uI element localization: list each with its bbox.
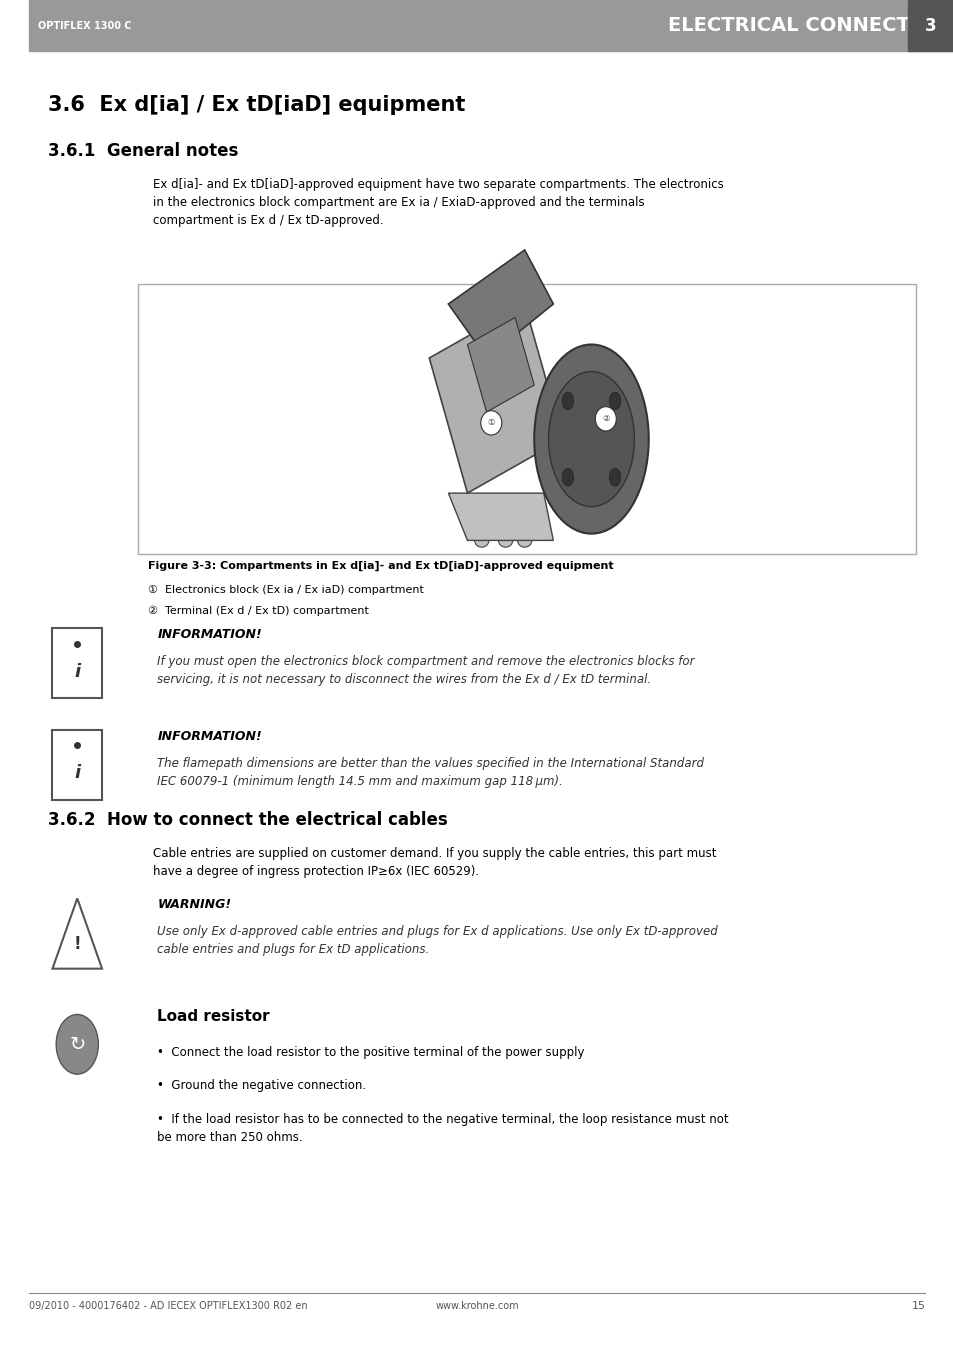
Text: Use only Ex d-approved cable entries and plugs for Ex d applications. Use only E: Use only Ex d-approved cable entries and… <box>157 925 718 957</box>
Text: INFORMATION!: INFORMATION! <box>157 730 262 743</box>
Ellipse shape <box>480 411 501 435</box>
Text: Load resistor: Load resistor <box>157 1009 270 1024</box>
Text: 3: 3 <box>924 16 936 35</box>
Text: •  Ground the negative connection.: • Ground the negative connection. <box>157 1079 366 1093</box>
Ellipse shape <box>561 392 573 409</box>
Text: ②: ② <box>601 415 609 423</box>
Bar <box>138 284 915 554</box>
Text: The flamepath dimensions are better than the values specified in the Internation: The flamepath dimensions are better than… <box>157 757 703 788</box>
Text: •  Connect the load resistor to the positive terminal of the power supply: • Connect the load resistor to the posit… <box>157 1046 584 1059</box>
Text: i: i <box>74 765 80 782</box>
Text: ELECTRICAL CONNECTIONS: ELECTRICAL CONNECTIONS <box>667 16 953 35</box>
Text: OPTIFLEX 1300 C: OPTIFLEX 1300 C <box>38 20 132 31</box>
Ellipse shape <box>609 392 620 409</box>
Bar <box>52 628 102 698</box>
Text: i: i <box>74 663 80 681</box>
Ellipse shape <box>517 534 532 547</box>
Text: 15: 15 <box>910 1301 924 1310</box>
Ellipse shape <box>534 345 648 534</box>
Text: ②  Terminal (Ex d / Ex tD) compartment: ② Terminal (Ex d / Ex tD) compartment <box>148 605 369 616</box>
Polygon shape <box>448 493 553 540</box>
Text: ↻: ↻ <box>69 1035 86 1054</box>
Bar <box>29 0 953 51</box>
Bar <box>52 730 102 800</box>
Ellipse shape <box>609 469 620 486</box>
Text: www.krohne.com: www.krohne.com <box>435 1301 518 1310</box>
Text: 09/2010 - 4000176402 - AD IECEX OPTIFLEX1300 R02 en: 09/2010 - 4000176402 - AD IECEX OPTIFLEX… <box>29 1301 307 1310</box>
Ellipse shape <box>548 372 634 507</box>
Polygon shape <box>448 250 553 358</box>
Text: 3.6.2  How to connect the electrical cables: 3.6.2 How to connect the electrical cabl… <box>48 811 447 828</box>
Ellipse shape <box>56 1015 98 1074</box>
Text: 3.6  Ex d[ia] / Ex tD[iaD] equipment: 3.6 Ex d[ia] / Ex tD[iaD] equipment <box>48 95 465 115</box>
Text: ①: ① <box>487 419 495 427</box>
Ellipse shape <box>595 407 616 431</box>
Ellipse shape <box>497 534 513 547</box>
Polygon shape <box>429 304 562 493</box>
Text: ①  Electronics block (Ex ia / Ex iaD) compartment: ① Electronics block (Ex ia / Ex iaD) com… <box>148 585 423 594</box>
Ellipse shape <box>475 534 488 547</box>
Text: •  If the load resistor has to be connected to the negative terminal, the loop r: • If the load resistor has to be connect… <box>157 1113 728 1144</box>
Text: 3.6.1  General notes: 3.6.1 General notes <box>48 142 238 159</box>
Text: Ex d[ia]- and Ex tD[iaD]-approved equipment have two separate compartments. The : Ex d[ia]- and Ex tD[iaD]-approved equipm… <box>152 178 722 227</box>
Text: WARNING!: WARNING! <box>157 898 232 912</box>
Bar <box>907 0 953 51</box>
Polygon shape <box>467 317 534 412</box>
Text: If you must open the electronics block compartment and remove the electronics bl: If you must open the electronics block c… <box>157 655 694 686</box>
Text: INFORMATION!: INFORMATION! <box>157 628 262 642</box>
Text: Figure 3-3: Compartments in Ex d[ia]- and Ex tD[iaD]-approved equipment: Figure 3-3: Compartments in Ex d[ia]- an… <box>148 561 613 571</box>
Text: !: ! <box>73 935 81 952</box>
Ellipse shape <box>561 469 573 486</box>
Text: Cable entries are supplied on customer demand. If you supply the cable entries, : Cable entries are supplied on customer d… <box>152 847 716 878</box>
Polygon shape <box>52 898 102 969</box>
